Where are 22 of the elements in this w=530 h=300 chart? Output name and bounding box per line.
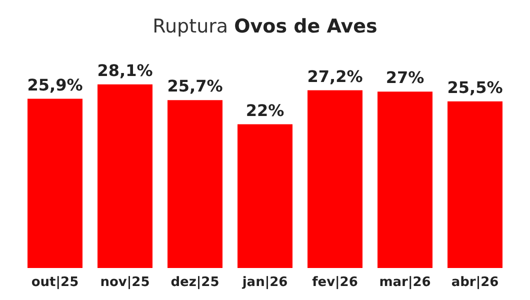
data-label: 27% bbox=[386, 68, 424, 88]
x-tick-label: fev|26 bbox=[312, 275, 358, 290]
data-label: 25,9% bbox=[27, 75, 83, 94]
bar bbox=[308, 90, 362, 268]
bar bbox=[378, 92, 432, 268]
bar bbox=[168, 100, 222, 268]
x-tick-label: abr|26 bbox=[451, 275, 499, 290]
chart-title: Ruptura Ovos de Aves bbox=[152, 16, 378, 38]
data-label: 28,1% bbox=[97, 60, 153, 80]
data-label: 22% bbox=[246, 100, 284, 120]
x-tick-label: out|25 bbox=[31, 275, 79, 290]
x-tick-label: jan|26 bbox=[241, 275, 288, 290]
data-label: 25,7% bbox=[167, 76, 223, 96]
bar bbox=[448, 101, 502, 268]
data-label: 27,2% bbox=[307, 66, 363, 86]
x-tick-label: dez|25 bbox=[170, 275, 220, 290]
bar bbox=[98, 84, 152, 268]
bar bbox=[28, 98, 82, 268]
x-tick-label: mar|26 bbox=[379, 275, 431, 290]
x-tick-label: nov|25 bbox=[100, 275, 150, 290]
bar bbox=[238, 124, 292, 268]
data-label: 25,5% bbox=[447, 78, 503, 97]
